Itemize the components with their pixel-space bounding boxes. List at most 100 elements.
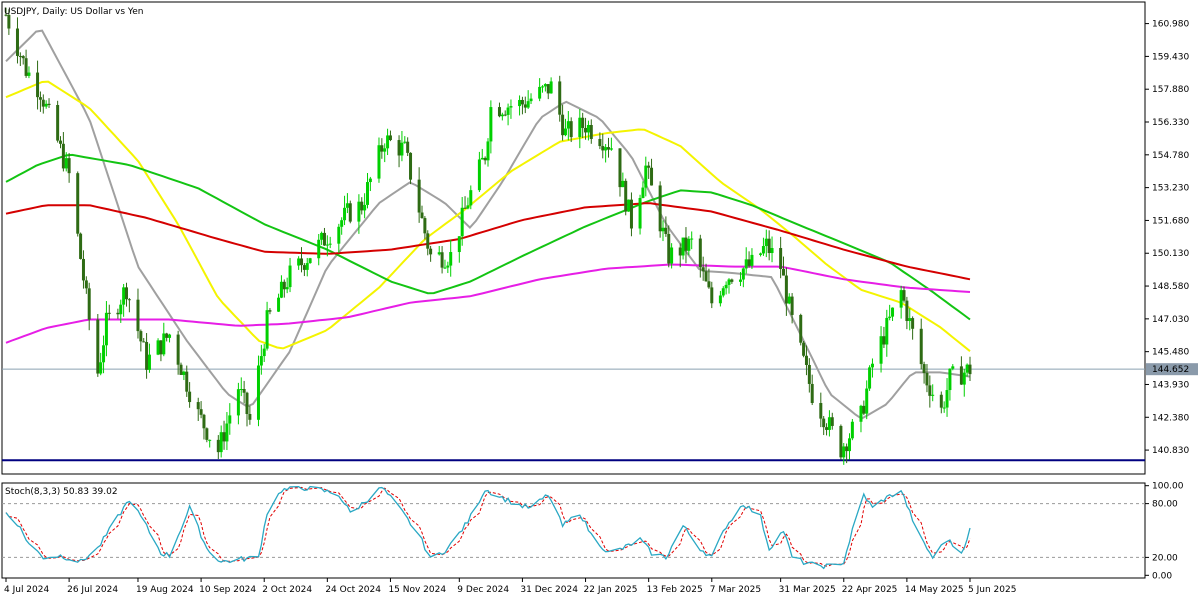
bear-candle [15, 28, 19, 56]
bull-candle [942, 407, 946, 409]
price-tick-label: 157.880 [1152, 85, 1189, 95]
time-tick-label: 13 Feb 2025 [647, 585, 703, 595]
bear-candle [242, 388, 246, 393]
bull-candle [228, 415, 232, 424]
bear-candle [730, 279, 734, 282]
bull-candle [219, 432, 223, 453]
bull-candle [446, 265, 450, 268]
bull-candle [566, 121, 570, 129]
bull-candle [604, 147, 608, 151]
bull-candle [891, 307, 895, 317]
bear-candle [116, 312, 120, 315]
bull-candle [661, 227, 665, 232]
bull-candle [437, 252, 441, 255]
bear-candle [4, 14, 8, 16]
bear-candle [804, 355, 808, 365]
bear-candle [302, 265, 306, 270]
bear-candle [710, 287, 714, 304]
bear-candle [159, 340, 163, 355]
bear-candle [136, 299, 140, 332]
bull-candle [787, 296, 791, 304]
bull-candle [888, 316, 892, 318]
bull-candle [460, 207, 464, 237]
bull-candle [741, 268, 745, 280]
bull-candle [627, 199, 631, 212]
bull-candle [761, 246, 765, 254]
bear-candle [188, 391, 192, 403]
bull-candle [770, 248, 774, 254]
bull-candle [27, 72, 31, 76]
price-tick-label: 140.830 [1152, 446, 1189, 456]
bear-candle [779, 248, 783, 269]
bear-candle [607, 147, 610, 150]
bear-candle [84, 280, 88, 289]
bull-candle [879, 336, 883, 364]
stoch-signal-line [5, 486, 971, 567]
bear-candle [601, 146, 605, 151]
bear-candle [142, 341, 146, 343]
bull-candle [951, 366, 955, 369]
bear-candle [939, 394, 943, 408]
bear-candle [76, 173, 80, 234]
bear-candle [822, 418, 826, 428]
bear-candle [598, 138, 602, 147]
bear-candle [624, 180, 628, 212]
bull-candle [609, 148, 613, 150]
bear-candle [423, 218, 427, 234]
moving-average-line [5, 29, 971, 420]
bear-candle [497, 107, 501, 117]
bull-candle [325, 244, 329, 246]
bear-candle [911, 318, 915, 329]
bear-candle [417, 179, 421, 213]
bull-candle [208, 439, 212, 441]
bear-candle [107, 312, 111, 314]
bear-candle [185, 371, 189, 392]
bear-candle [348, 203, 352, 222]
bull-candle [44, 103, 48, 107]
stoch-tick-label: 20.00 [1152, 553, 1178, 563]
bull-candle [764, 238, 768, 247]
bull-candle [899, 290, 903, 308]
time-tick-label: 5 Jun 2025 [968, 585, 1016, 595]
bull-candle [357, 201, 361, 222]
price-tick-label: 156.330 [1152, 118, 1189, 128]
bear-candle [248, 414, 252, 420]
bull-candle [586, 125, 590, 133]
bear-candle [38, 97, 42, 100]
bull-candle [827, 417, 831, 430]
bear-candle [807, 364, 811, 384]
bull-candle [962, 372, 966, 385]
bull-candle [727, 279, 731, 285]
bear-candle [165, 333, 169, 338]
bear-candle [701, 267, 705, 272]
price-tick-label: 151.680 [1152, 216, 1189, 226]
bull-candle [885, 317, 889, 345]
bear-candle [24, 58, 28, 76]
bull-candle [119, 304, 123, 315]
bear-candle [429, 248, 433, 255]
bull-candle [182, 371, 186, 375]
bull-candle [386, 135, 390, 149]
bull-candle [449, 252, 453, 266]
time-tick-label: 4 Jul 2024 [4, 585, 49, 595]
bear-candle [87, 288, 91, 320]
bull-candle [870, 363, 874, 368]
bear-candle [839, 425, 843, 458]
time-tick-label: 19 Aug 2024 [136, 585, 194, 595]
bear-candle [784, 275, 788, 304]
bear-candle [41, 99, 45, 107]
bear-candle [125, 287, 128, 300]
bear-candle [56, 104, 60, 141]
bull-candle [908, 318, 912, 321]
price-tick-label: 142.380 [1152, 413, 1189, 423]
bull-candle [262, 348, 266, 357]
bull-candle [718, 295, 722, 304]
bull-candle [377, 145, 381, 179]
moving-average-line [5, 202, 971, 281]
bull-candle [156, 340, 160, 355]
bull-candle [541, 86, 545, 88]
stochastic-panel-frame [1, 482, 1146, 579]
bull-candle [457, 236, 461, 253]
bear-candle [561, 114, 565, 136]
